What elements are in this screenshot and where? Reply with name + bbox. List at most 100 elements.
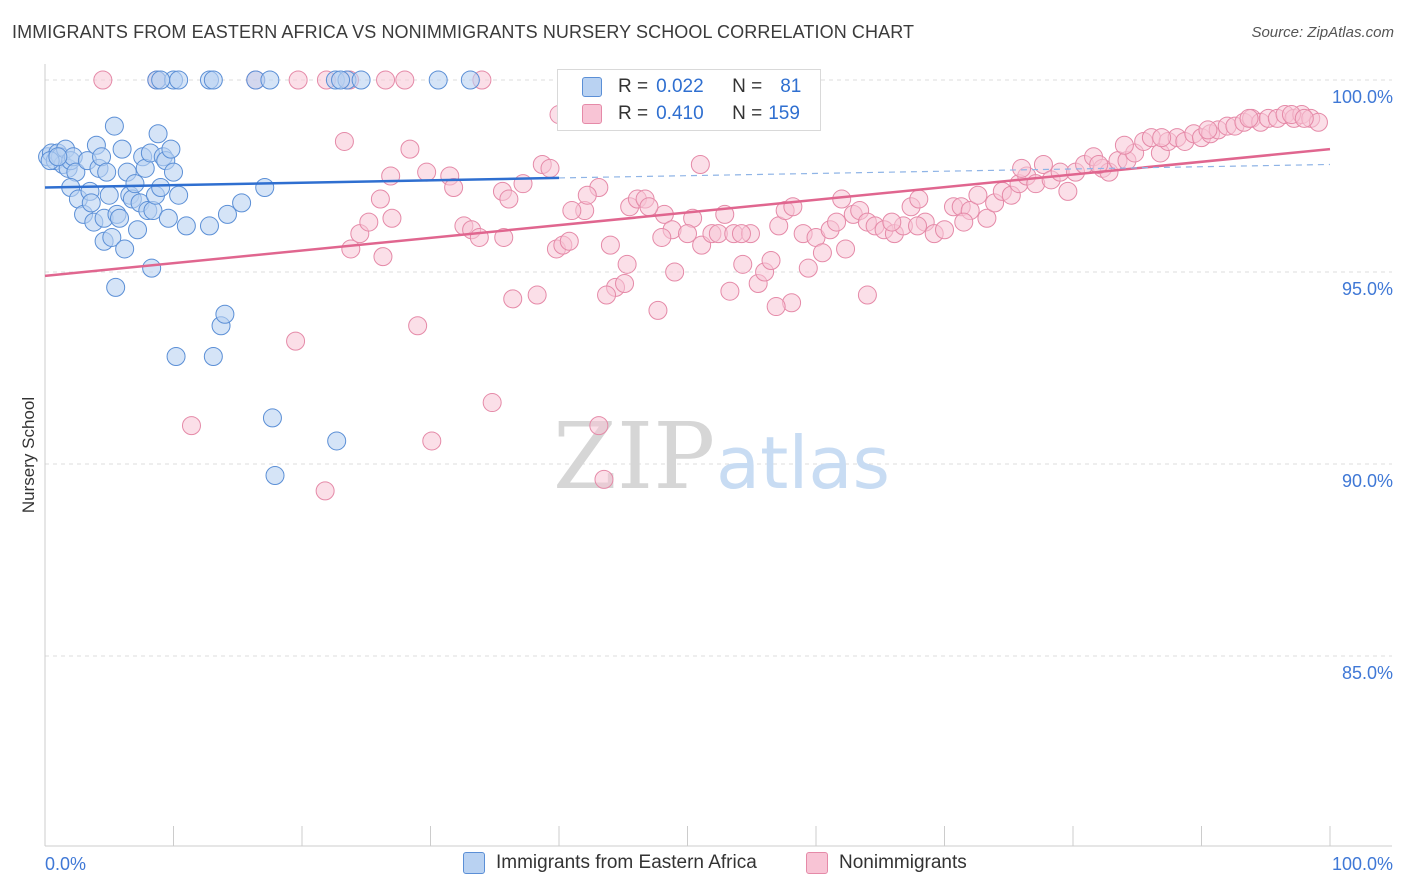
data-point-nonimmigrants bbox=[494, 227, 514, 247]
legend-r-value: 0.410 bbox=[656, 103, 704, 124]
data-point-immigrants bbox=[215, 304, 235, 324]
data-point-nonimmigrants bbox=[503, 289, 523, 309]
data-point-nonimmigrants bbox=[93, 70, 113, 90]
data-point-nonimmigrants bbox=[562, 201, 582, 221]
data-point-nonimmigrants bbox=[648, 300, 668, 320]
data-point-nonimmigrants bbox=[720, 281, 740, 301]
data-point-nonimmigrants bbox=[597, 285, 617, 305]
data-point-immigrants bbox=[265, 466, 285, 486]
data-point-nonimmigrants bbox=[482, 393, 502, 413]
data-point-immigrants bbox=[176, 216, 196, 236]
legend-item-nonimmigrants: Nonimmigrants bbox=[806, 852, 967, 874]
data-point-nonimmigrants bbox=[690, 154, 710, 174]
data-point-immigrants bbox=[327, 431, 347, 451]
data-point-immigrants bbox=[255, 178, 275, 198]
data-point-nonimmigrants bbox=[373, 247, 393, 267]
data-point-nonimmigrants bbox=[527, 285, 547, 305]
data-point-immigrants bbox=[460, 70, 480, 90]
data-point-immigrants bbox=[104, 116, 124, 136]
data-point-immigrants bbox=[158, 208, 178, 228]
data-point-immigrants bbox=[115, 239, 135, 259]
y-axis-label: Nursery School bbox=[19, 397, 38, 513]
data-point-nonimmigrants bbox=[909, 189, 929, 209]
legend-n-value: 159 bbox=[768, 103, 800, 124]
data-point-nonimmigrants bbox=[395, 70, 415, 90]
data-point-nonimmigrants bbox=[615, 274, 635, 294]
data-point-immigrants bbox=[164, 162, 183, 182]
data-point-nonimmigrants bbox=[382, 208, 402, 228]
data-point-nonimmigrants bbox=[1114, 135, 1134, 155]
data-point-nonimmigrants bbox=[1058, 181, 1078, 201]
x-tick-label: 0.0% bbox=[45, 854, 86, 874]
trend-line-immigrants bbox=[44, 176, 560, 189]
legend-r-label: R = bbox=[618, 76, 649, 97]
data-point-nonimmigrants bbox=[857, 285, 877, 305]
data-point-immigrants bbox=[110, 208, 130, 228]
data-point-nonimmigrants bbox=[286, 331, 306, 351]
data-point-nonimmigrants bbox=[977, 208, 997, 228]
legend-r-value: 0.022 bbox=[656, 76, 704, 97]
data-point-immigrants bbox=[81, 193, 101, 213]
data-point-nonimmigrants bbox=[334, 131, 354, 151]
data-point-immigrants bbox=[262, 408, 282, 428]
data-point-nonimmigrants bbox=[1239, 108, 1259, 128]
data-point-nonimmigrants bbox=[417, 162, 437, 182]
data-point-nonimmigrants bbox=[1152, 128, 1172, 148]
data-point-immigrants bbox=[169, 70, 189, 90]
legend-n-value: 81 bbox=[780, 76, 802, 97]
data-point-immigrants bbox=[102, 227, 122, 247]
data-point-nonimmigrants bbox=[731, 224, 751, 244]
data-point-immigrants bbox=[203, 70, 223, 90]
data-point-nonimmigrants bbox=[577, 185, 597, 205]
legend-swatch-pink bbox=[582, 104, 602, 124]
trend-lines bbox=[44, 147, 1331, 278]
data-point-nonimmigrants bbox=[359, 212, 379, 232]
data-point-nonimmigrants bbox=[665, 262, 685, 282]
data-point-nonimmigrants bbox=[733, 254, 753, 274]
data-point-nonimmigrants bbox=[798, 258, 818, 278]
data-point-nonimmigrants bbox=[288, 70, 308, 90]
data-point-immigrants bbox=[203, 346, 223, 366]
data-point-nonimmigrants bbox=[181, 416, 201, 436]
legend-swatch-pink bbox=[806, 852, 828, 874]
data-point-nonimmigrants bbox=[315, 481, 335, 501]
correlation-legend: R = 0.022 N = 81 R = 0.410 N = 159 bbox=[557, 69, 821, 131]
data-point-immigrants bbox=[232, 193, 252, 213]
data-point-immigrants bbox=[166, 346, 186, 366]
data-point-immigrants bbox=[112, 139, 132, 159]
data-point-immigrants bbox=[97, 162, 117, 182]
data-point-nonimmigrants bbox=[836, 239, 856, 259]
data-point-nonimmigrants bbox=[812, 243, 832, 263]
data-point-nonimmigrants bbox=[766, 297, 786, 317]
data-point-nonimmigrants bbox=[678, 224, 697, 244]
data-point-nonimmigrants bbox=[935, 220, 954, 240]
trend-line-nonimmigrants bbox=[44, 147, 1331, 278]
data-point-nonimmigrants bbox=[1294, 108, 1314, 128]
data-point-nonimmigrants bbox=[652, 227, 672, 247]
y-tick-label: 90.0% bbox=[1342, 471, 1393, 491]
legend-row-nonimmigrants: R = 0.410 N = 159 bbox=[558, 100, 800, 128]
legend-n-label: N = bbox=[732, 76, 763, 97]
data-point-immigrants bbox=[428, 70, 448, 90]
data-point-immigrants bbox=[106, 277, 126, 297]
data-point-immigrants bbox=[48, 147, 68, 167]
legend-r-label: R = bbox=[618, 103, 649, 124]
data-point-nonimmigrants bbox=[341, 239, 361, 259]
axes bbox=[44, 64, 1392, 847]
legend-n-label: N = bbox=[732, 103, 763, 124]
data-point-immigrants bbox=[128, 220, 148, 240]
data-point-nonimmigrants bbox=[908, 216, 928, 236]
data-point-nonimmigrants bbox=[882, 212, 902, 232]
data-point-nonimmigrants bbox=[370, 189, 390, 209]
series-nonimmigrants-points bbox=[93, 70, 1328, 501]
chart-title: IMMIGRANTS FROM EASTERN AFRICA VS NONIMM… bbox=[12, 22, 915, 42]
watermark-atlas: atlas bbox=[716, 421, 890, 505]
data-point-nonimmigrants bbox=[540, 158, 560, 178]
data-point-immigrants bbox=[151, 70, 171, 90]
data-point-nonimmigrants bbox=[617, 254, 637, 274]
data-point-nonimmigrants bbox=[761, 250, 781, 270]
data-point-nonimmigrants bbox=[444, 178, 464, 198]
trend-line-immigrants-extension bbox=[558, 163, 1331, 179]
data-point-nonimmigrants bbox=[408, 316, 428, 336]
